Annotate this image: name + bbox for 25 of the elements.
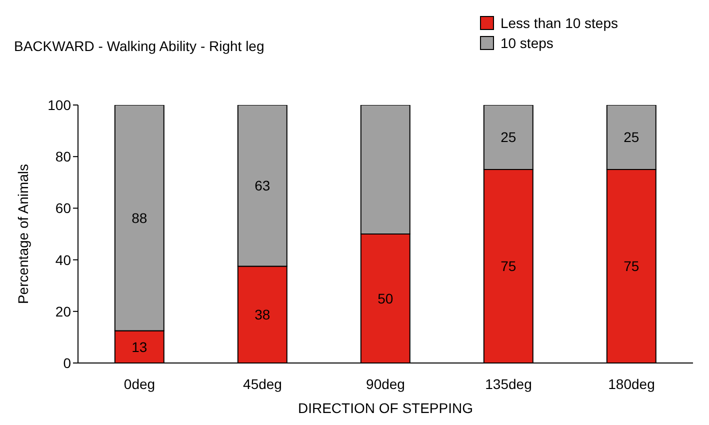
y-tick-label: 60 [55,200,72,216]
y-axis-title: Percentage of Animals [14,164,31,304]
data-label: 13 [132,338,148,355]
data-label: 63 [254,178,270,194]
chart-title: BACKWARD - Walking Ability - Right leg [14,38,264,54]
x-tick-label: 45deg [243,376,282,392]
y-tick-label: 20 [55,303,72,320]
data-label: 75 [624,258,640,274]
data-label: 25 [624,129,640,146]
data-label: 50 [378,290,394,306]
legend-label: Less than 10 steps [500,15,618,31]
data-label: 75 [500,258,516,274]
data-label: 38 [254,306,270,323]
data-label: 25 [500,129,516,146]
x-axis-title: DIRECTION OF STEPPING [298,400,474,416]
x-tick-label: 0deg [124,376,156,392]
y-tick-label: 100 [48,96,72,113]
x-tick-label: 180deg [608,376,655,392]
y-tick-label: 0 [63,354,72,371]
x-tick-label: 135deg [485,376,532,392]
data-label: 88 [132,210,148,226]
legend-label: 10 steps [500,35,554,51]
x-tick-label: 90deg [366,376,405,392]
y-tick-label: 40 [55,252,72,268]
y-tick-label: 80 [55,148,72,165]
